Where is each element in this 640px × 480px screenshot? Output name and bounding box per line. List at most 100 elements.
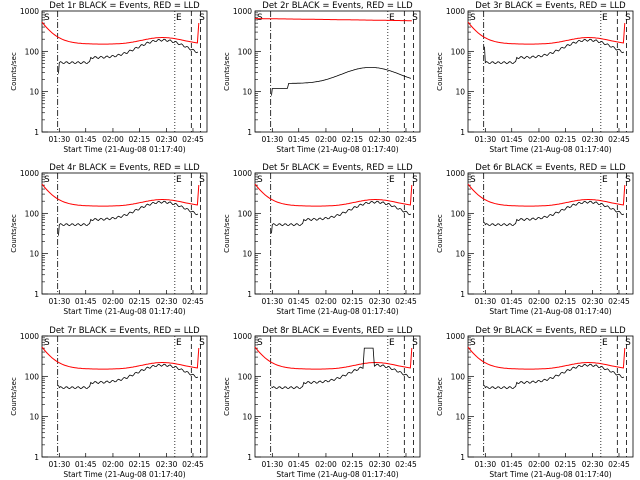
x-tick-label: 01:45 bbox=[288, 297, 310, 306]
x-tick-label: 02:30 bbox=[369, 135, 391, 144]
plot-title: Det 3r BLACK = Events, RED = LLD bbox=[475, 1, 626, 11]
marker-label-e: E bbox=[602, 338, 608, 348]
x-tick-label: 01:45 bbox=[75, 297, 97, 306]
marker-label-s: S bbox=[199, 175, 205, 185]
events-series-line bbox=[484, 363, 625, 390]
x-tick-label: 02:30 bbox=[582, 135, 604, 144]
y-tick-label: 10 bbox=[29, 88, 39, 97]
y-tick-label: 1 bbox=[34, 290, 39, 299]
x-tick-label: 02:00 bbox=[102, 297, 124, 306]
marker-label-e: E bbox=[389, 338, 395, 348]
x-tick-label: 02:45 bbox=[182, 460, 204, 469]
y-tick-label: 100 bbox=[238, 372, 253, 381]
x-tick-label: 01:30 bbox=[475, 297, 497, 306]
x-tick-label: 02:30 bbox=[369, 460, 391, 469]
x-tick-label: 02:45 bbox=[182, 135, 204, 144]
y-tick-label: 1000 bbox=[446, 7, 465, 16]
lld-series-line bbox=[254, 183, 413, 207]
x-tick-label: 02:15 bbox=[129, 297, 151, 306]
plot-frame bbox=[41, 335, 208, 458]
lld-series-line bbox=[467, 21, 626, 45]
y-tick-label: 1 bbox=[247, 453, 252, 462]
marker-label-s: S bbox=[44, 13, 50, 23]
detector-plot-5: Det 5r BLACK = Events, RED = LLD 1 10 100 10… bbox=[223, 163, 421, 316]
marker-label-e: E bbox=[176, 175, 182, 185]
lld-series-line bbox=[41, 21, 200, 45]
plot-frame bbox=[467, 10, 634, 133]
y-tick-label: 1 bbox=[247, 290, 252, 299]
x-tick-label: 01:45 bbox=[501, 460, 523, 469]
y-tick-label: 10 bbox=[29, 250, 39, 259]
events-series-line bbox=[484, 200, 625, 227]
y-axis-label: Counts/sec bbox=[10, 377, 18, 416]
y-axis-label: Counts/sec bbox=[436, 214, 444, 253]
y-tick-label: 100 bbox=[451, 372, 466, 381]
y-tick-label: 1000 bbox=[446, 169, 465, 178]
y-tick-label: 1 bbox=[34, 453, 39, 462]
x-axis-label: Start Time (21-Aug-08 01:17:40) bbox=[63, 307, 185, 316]
lld-series-line bbox=[254, 346, 413, 370]
lld-series-line bbox=[467, 183, 626, 207]
y-tick-label: 1 bbox=[460, 453, 465, 462]
y-tick-label: 1 bbox=[247, 128, 252, 137]
x-axis-label: Start Time (21-Aug-08 01:17:40) bbox=[489, 470, 611, 479]
detector-plot-4: Det 4r BLACK = Events, RED = LLD 1 10 100 10… bbox=[10, 163, 208, 316]
marker-label-s: S bbox=[199, 13, 205, 23]
marker-label-s: S bbox=[470, 175, 476, 185]
marker-label-e: E bbox=[389, 175, 395, 185]
x-tick-label: 01:30 bbox=[262, 460, 284, 469]
y-tick-label: 10 bbox=[29, 413, 39, 422]
x-tick-label: 02:30 bbox=[156, 460, 178, 469]
plot-frame bbox=[41, 172, 208, 295]
x-tick-label: 01:30 bbox=[262, 135, 284, 144]
plot-frame bbox=[467, 172, 634, 295]
y-tick-label: 1000 bbox=[20, 169, 39, 178]
y-axis-label: Counts/sec bbox=[223, 214, 231, 253]
y-tick-label: 1000 bbox=[20, 332, 39, 341]
plot-title: Det 7r BLACK = Events, RED = LLD bbox=[49, 326, 200, 336]
y-tick-label: 1000 bbox=[446, 332, 465, 341]
marker-label-s: S bbox=[199, 338, 205, 348]
x-tick-label: 02:45 bbox=[395, 135, 417, 144]
x-axis-label: Start Time (21-Aug-08 01:17:40) bbox=[276, 145, 398, 154]
detector-plot-1: Det 1r BLACK = Events, RED = LLD 1 10 100 10… bbox=[10, 1, 208, 154]
y-tick-label: 10 bbox=[455, 413, 465, 422]
events-series-line bbox=[271, 67, 412, 96]
events-series-line bbox=[484, 38, 625, 65]
detector-plot-9: Det 9r BLACK = Events, RED = LLD 1 10 100 10… bbox=[436, 326, 634, 479]
y-tick-label: 1000 bbox=[20, 7, 39, 16]
marker-label-s: S bbox=[470, 13, 476, 23]
x-axis-label: Start Time (21-Aug-08 01:17:40) bbox=[63, 145, 185, 154]
marker-label-s: S bbox=[44, 338, 50, 348]
plot-title: Det 9r BLACK = Events, RED = LLD bbox=[475, 326, 626, 336]
detector-plot-7: Det 7r BLACK = Events, RED = LLD 1 10 100 10… bbox=[10, 326, 208, 479]
plot-title: Det 2r BLACK = Events, RED = LLD bbox=[262, 1, 413, 11]
plot-frame bbox=[254, 10, 421, 133]
x-tick-label: 02:15 bbox=[129, 135, 151, 144]
y-tick-label: 1000 bbox=[233, 169, 252, 178]
y-tick-label: 100 bbox=[238, 209, 253, 218]
events-series-line bbox=[58, 38, 199, 74]
x-tick-label: 01:30 bbox=[475, 460, 497, 469]
x-tick-label: 02:00 bbox=[315, 297, 337, 306]
x-tick-label: 01:45 bbox=[501, 135, 523, 144]
plot-title: Det 1r BLACK = Events, RED = LLD bbox=[49, 1, 200, 11]
y-axis-label: Counts/sec bbox=[10, 52, 18, 91]
plot-title: Det 6r BLACK = Events, RED = LLD bbox=[475, 163, 626, 173]
x-tick-label: 02:00 bbox=[102, 135, 124, 144]
x-tick-label: 01:45 bbox=[288, 460, 310, 469]
x-tick-label: 02:15 bbox=[555, 135, 577, 144]
detector-plot-2: Det 2r BLACK = Events, RED = LLD 1 10 100 10… bbox=[223, 1, 421, 154]
plot-title: Det 8r BLACK = Events, RED = LLD bbox=[262, 326, 413, 336]
marker-label-s: S bbox=[257, 338, 263, 348]
x-tick-label: 01:45 bbox=[75, 135, 97, 144]
y-axis-label: Counts/sec bbox=[436, 377, 444, 416]
x-tick-label: 01:45 bbox=[501, 297, 523, 306]
detector-plot-6: Det 6r BLACK = Events, RED = LLD 1 10 100 10… bbox=[436, 163, 634, 316]
y-tick-label: 10 bbox=[455, 88, 465, 97]
x-tick-label: 02:30 bbox=[582, 460, 604, 469]
detector-plot-3: Det 3r BLACK = Events, RED = LLD 1 10 100 10… bbox=[436, 1, 634, 154]
marker-label-s: S bbox=[44, 175, 50, 185]
events-series-line bbox=[271, 347, 412, 390]
lld-series-line bbox=[41, 346, 200, 370]
